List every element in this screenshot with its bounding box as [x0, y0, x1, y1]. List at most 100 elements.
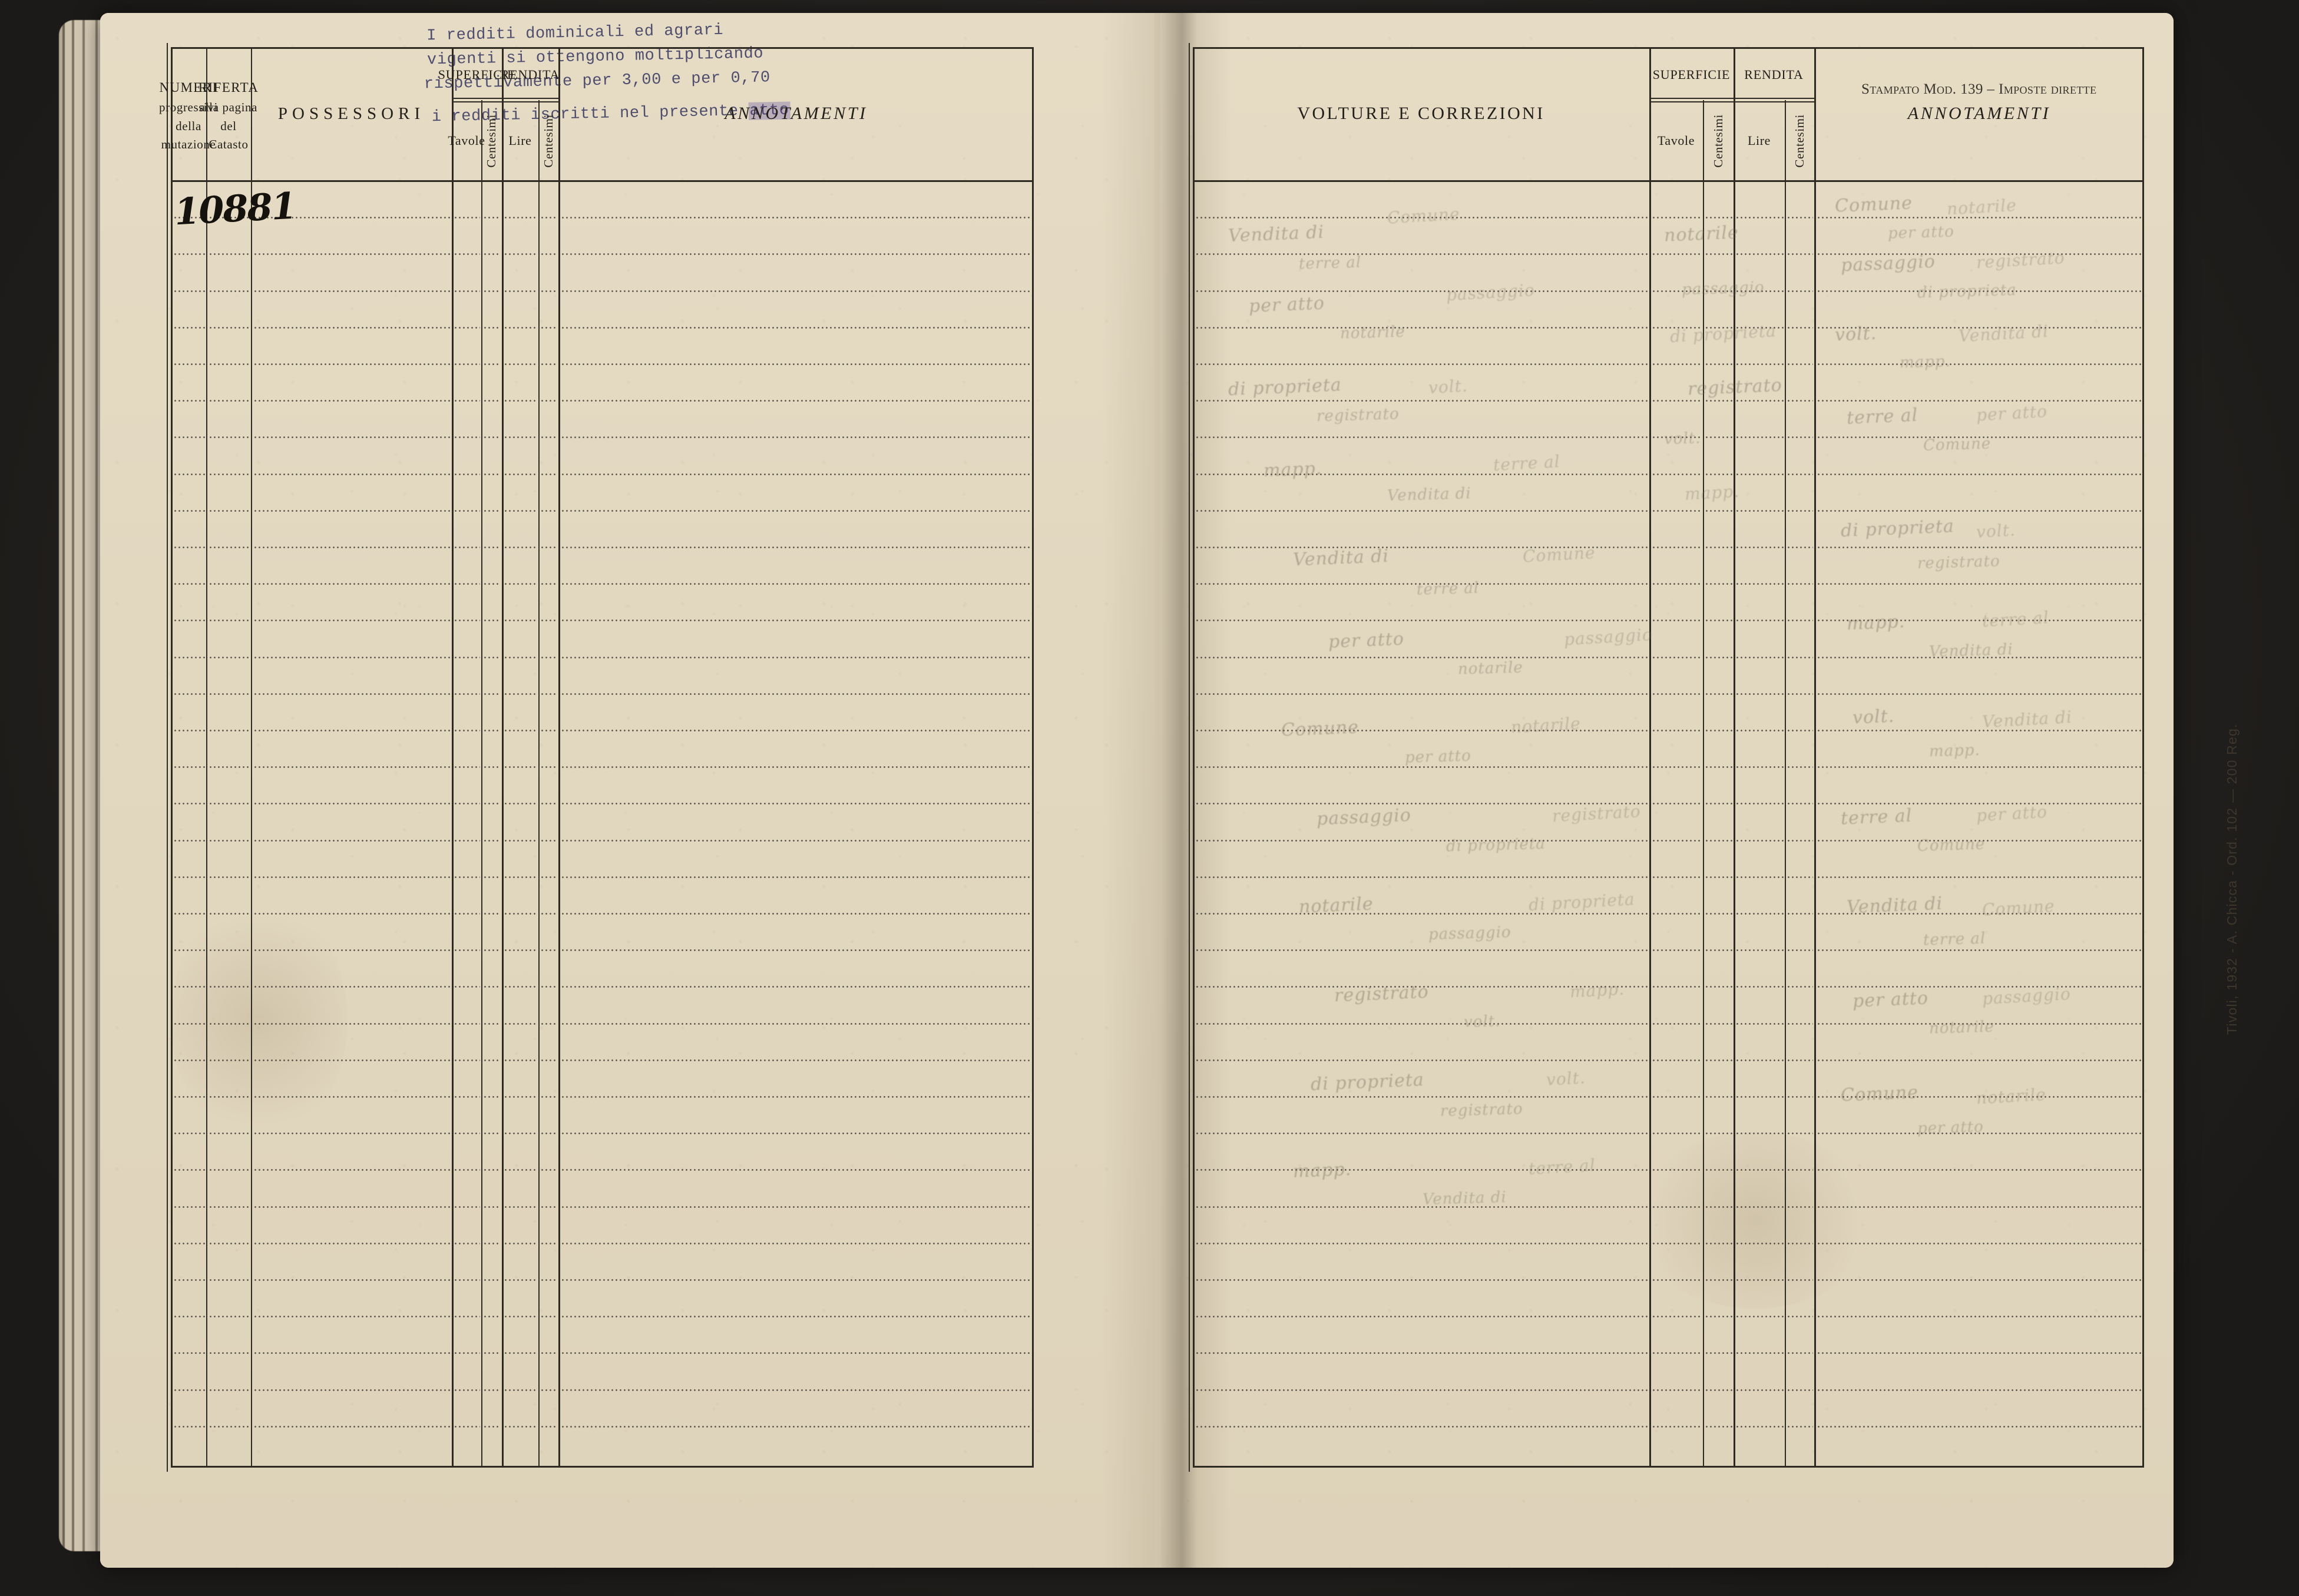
left-row-rule — [208, 1169, 250, 1171]
left-row-rule — [560, 1316, 1032, 1318]
right-row-rule — [1704, 1389, 1733, 1391]
left-row-rule — [482, 1095, 501, 1098]
right-row-rule — [1651, 766, 1702, 769]
bleed-through-text: notarile — [1976, 1084, 2047, 1108]
left-row-rule — [503, 876, 538, 878]
col-rule-rendita-end — [558, 47, 560, 1468]
col-rule-r-superficie-end — [1734, 47, 1735, 1468]
bleed-through-text: notarile — [1457, 658, 1524, 678]
bleed-through-text: notarile — [1510, 713, 1582, 737]
right-row-rule — [1817, 693, 2142, 695]
bleed-through-text: notarile — [1339, 323, 1406, 343]
left-row-rule — [453, 1206, 481, 1208]
header-possessori: POSSESSORI — [251, 47, 452, 180]
left-row-rule — [540, 766, 558, 769]
right-row-rule — [1735, 1352, 1784, 1355]
left-row-rule — [504, 583, 537, 585]
right-table-outer-rule — [1189, 43, 2148, 1472]
left-row-rule — [208, 546, 250, 549]
right-row-rule — [1652, 803, 1702, 805]
header-r-superficie-tavole-label: Tavole — [1657, 133, 1695, 148]
left-row-rule — [540, 509, 558, 512]
left-row-rule — [503, 1206, 538, 1208]
right-row-rule — [1705, 913, 1732, 915]
left-row-rule — [482, 509, 501, 512]
right-row-rule — [1704, 1095, 1733, 1098]
left-row-rule — [483, 1352, 501, 1355]
right-row-rule — [1704, 400, 1733, 402]
bleed-through-text: volt. — [1852, 706, 1895, 729]
header-rendita-centesimi-label: Centesimi — [541, 114, 555, 168]
right-row-rule — [1787, 583, 1813, 585]
left-row-rule — [173, 1242, 205, 1244]
left-row-rule — [209, 693, 250, 695]
left-row-rule — [253, 803, 451, 805]
left-row-rule — [253, 1425, 451, 1428]
left-row-rule — [173, 766, 206, 769]
left-row-rule — [482, 1279, 501, 1282]
right-row-rule — [1786, 217, 1814, 219]
right-row-rule — [1195, 913, 1648, 915]
right-row-rule — [1652, 1022, 1702, 1025]
left-table-frame — [171, 47, 1034, 1468]
left-row-rule — [253, 986, 451, 988]
left-row-rule — [560, 1059, 1032, 1061]
left-row-rule — [454, 473, 480, 475]
left-row-rule — [253, 1352, 451, 1355]
left-row-rule — [560, 1279, 1032, 1282]
left-row-rule — [540, 436, 558, 439]
right-row-rule — [1651, 876, 1702, 878]
left-row-rule — [560, 290, 1032, 292]
right-row-rule — [1735, 1095, 1784, 1098]
left-row-rule — [540, 986, 558, 988]
header-r-superficie-tavole: Tavole — [1649, 101, 1703, 180]
left-row-rule — [173, 1206, 206, 1208]
bleed-through-text: per atto — [1328, 628, 1405, 653]
left-row-rule — [173, 803, 205, 805]
left-row-rule — [209, 913, 250, 915]
left-row-rule — [454, 1242, 480, 1244]
left-row-rule — [483, 583, 501, 585]
right-row-rule — [1651, 509, 1702, 512]
left-row-rule — [560, 766, 1032, 769]
bleed-through-text: notarile — [1298, 893, 1374, 918]
right-row-rule — [1735, 1169, 1784, 1171]
bleed-through-text: volt. — [1976, 520, 2016, 542]
left-row-rule — [503, 436, 538, 439]
handwritten-mutation-number: 10881 — [173, 184, 297, 234]
left-row-rule — [253, 693, 451, 695]
right-row-rule — [1735, 1022, 1784, 1025]
bleed-through-text: mapp. — [1899, 352, 1951, 372]
right-row-rule — [1704, 656, 1733, 658]
left-row-rule — [173, 363, 205, 365]
right-row-rule — [1786, 1206, 1814, 1208]
left-row-rule — [503, 986, 538, 988]
left-row-rule — [483, 1022, 501, 1025]
right-row-rule — [1817, 473, 2142, 475]
right-row-rule — [1786, 326, 1814, 329]
left-row-rule — [483, 1242, 501, 1244]
bleed-through-text: passaggio — [1840, 251, 1936, 276]
left-row-rule — [540, 1389, 558, 1391]
left-row-rule — [253, 1169, 451, 1171]
left-row-rule — [482, 436, 501, 439]
left-row-rule — [540, 1169, 558, 1171]
left-row-rule — [173, 546, 206, 549]
left-row-rule — [253, 1059, 451, 1061]
form-code-text: Stampato Mod. 139 – Imposte dirette — [1861, 81, 2097, 97]
bleed-through-text: per atto — [1976, 401, 2048, 425]
left-row-rule — [453, 949, 481, 952]
left-row-rule — [173, 656, 206, 658]
right-row-rule — [1816, 217, 2142, 219]
left-row-rule — [209, 1242, 250, 1244]
right-row-rule — [1787, 693, 1813, 695]
superficie-split-rule — [452, 98, 502, 99]
right-row-rule — [1817, 1022, 2142, 1025]
left-row-rule — [453, 1389, 481, 1391]
left-table: NUMERI progressivi della mutazione RIFER… — [159, 43, 1034, 1472]
left-row-rule — [253, 583, 451, 585]
left-row-rule — [560, 876, 1032, 878]
book-spread: I redditi dominicali ed agrari vigenti s… — [100, 13, 2240, 1568]
left-row-rule — [208, 509, 250, 512]
right-row-rule — [1787, 473, 1813, 475]
